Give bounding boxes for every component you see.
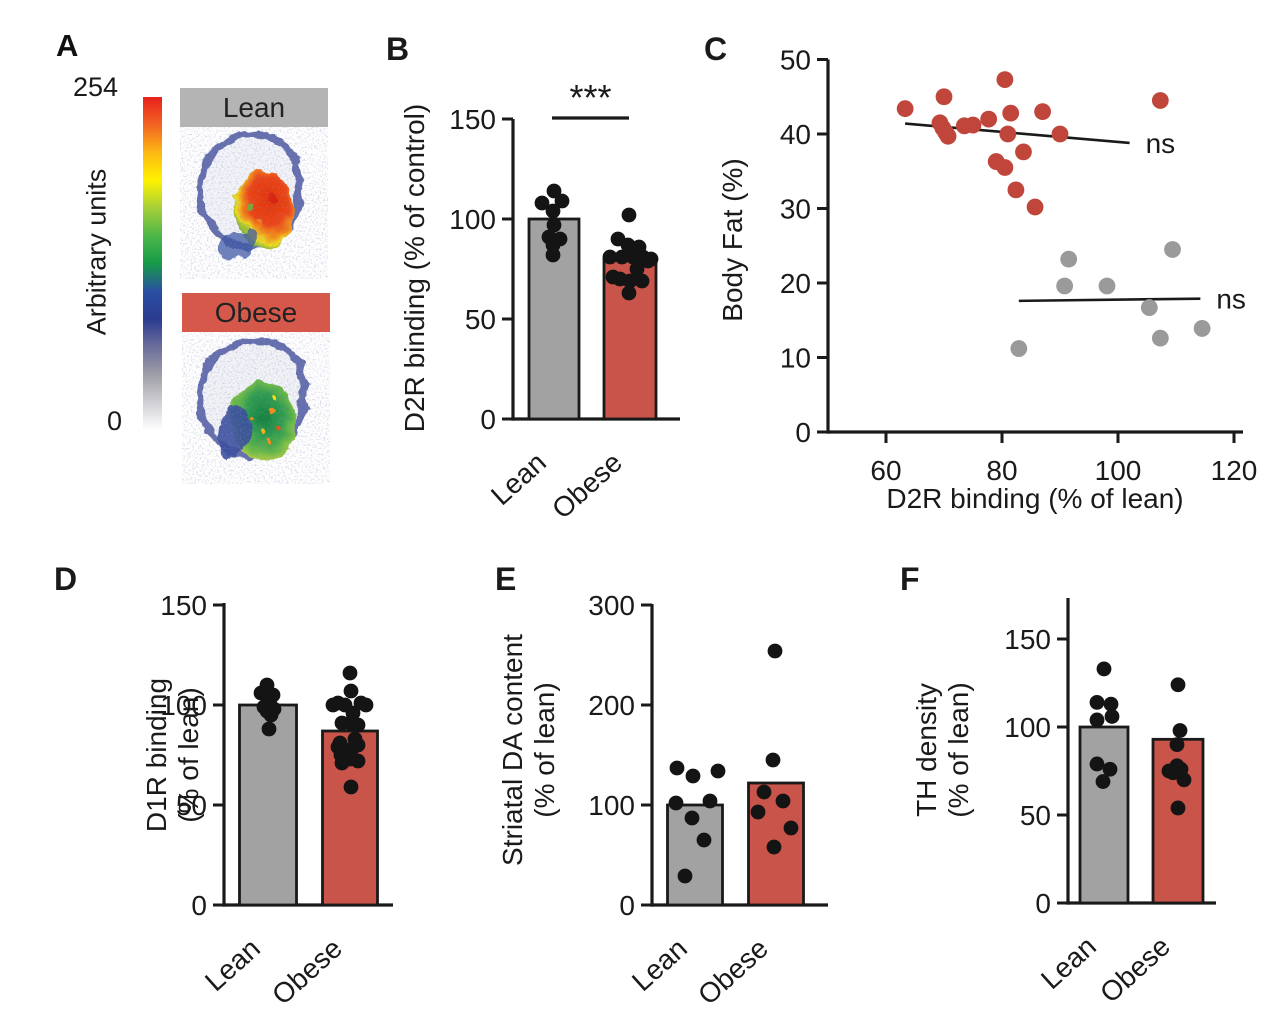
- svg-text:Obese: Obese: [266, 932, 348, 1009]
- svg-text:Obese: Obese: [1094, 930, 1176, 1008]
- svg-text:F: F: [900, 561, 920, 597]
- svg-text:***: ***: [569, 77, 611, 118]
- svg-text:C: C: [704, 31, 727, 67]
- obese-image-title: Obese: [182, 293, 330, 332]
- svg-text:100: 100: [1095, 455, 1142, 486]
- autoradiograph-obese: Obese: [182, 293, 330, 484]
- svg-text:60: 60: [870, 455, 901, 486]
- svg-text:50: 50: [1020, 800, 1051, 831]
- lean-brain-image: [180, 127, 328, 279]
- svg-text:Obese: Obese: [546, 446, 628, 524]
- svg-text:200: 200: [588, 690, 635, 721]
- svg-text:100: 100: [1004, 712, 1051, 743]
- svg-text:0: 0: [191, 890, 207, 921]
- svg-text:Striatal DA content: Striatal DA content: [497, 634, 528, 866]
- svg-text:150: 150: [449, 104, 496, 135]
- svg-text:40: 40: [780, 119, 811, 150]
- panel-a-letter: A: [56, 28, 79, 63]
- svg-text:TH density: TH density: [911, 683, 942, 817]
- svg-text:E: E: [495, 561, 516, 597]
- colorbar-max-label: 254: [72, 72, 118, 102]
- svg-text:30: 30: [780, 194, 811, 225]
- svg-text:(% of lean): (% of lean): [943, 682, 974, 817]
- svg-text:150: 150: [1004, 624, 1051, 655]
- svg-text:D2R binding (% of control): D2R binding (% of control): [399, 104, 430, 432]
- svg-text:0: 0: [795, 417, 811, 448]
- svg-text:0: 0: [619, 890, 635, 921]
- svg-text:(% of lean): (% of lean): [173, 687, 204, 822]
- svg-text:Lean: Lean: [626, 932, 693, 997]
- svg-text:Obese: Obese: [692, 932, 774, 1009]
- svg-text:D2R binding (% of lean): D2R binding (% of lean): [886, 483, 1183, 514]
- svg-text:100: 100: [449, 204, 496, 235]
- svg-text:50: 50: [176, 790, 207, 821]
- svg-text:B: B: [386, 31, 409, 67]
- svg-text:10: 10: [780, 343, 811, 374]
- colorbar: [143, 97, 162, 430]
- svg-text:20: 20: [780, 268, 811, 299]
- svg-text:300: 300: [588, 590, 635, 621]
- svg-text:Lean: Lean: [1035, 930, 1102, 995]
- svg-text:D: D: [54, 561, 77, 597]
- svg-text:150: 150: [160, 590, 207, 621]
- svg-text:100: 100: [160, 690, 207, 721]
- obese-brain-image: [182, 332, 330, 484]
- svg-text:Lean: Lean: [199, 932, 266, 997]
- colorbar-min-label: 0: [106, 406, 122, 436]
- autoradiograph-lean: Lean: [180, 88, 328, 279]
- svg-text:Lean: Lean: [485, 446, 552, 511]
- svg-text:80: 80: [986, 455, 1017, 486]
- svg-text:(% of lean): (% of lean): [529, 682, 560, 817]
- svg-text:ns: ns: [1216, 284, 1246, 315]
- svg-text:50: 50: [780, 45, 811, 76]
- lean-image-title: Lean: [180, 88, 328, 127]
- svg-text:120: 120: [1211, 455, 1258, 486]
- svg-text:Body Fat (%): Body Fat (%): [717, 158, 748, 321]
- svg-text:D1R binding: D1R binding: [141, 678, 172, 832]
- svg-text:0: 0: [1035, 888, 1051, 919]
- svg-text:50: 50: [465, 304, 496, 335]
- svg-text:ns: ns: [1146, 128, 1176, 159]
- svg-text:100: 100: [588, 790, 635, 821]
- svg-text:0: 0: [480, 404, 496, 435]
